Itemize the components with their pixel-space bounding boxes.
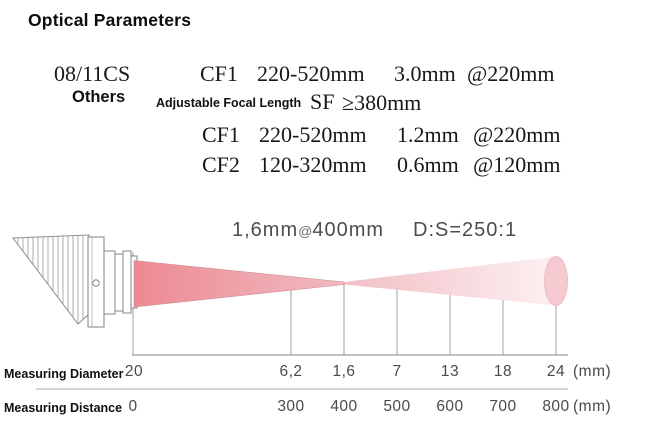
lens-code: CF1 (200, 61, 238, 86)
reference-distance: @220mm (473, 122, 561, 147)
spot-size: 3.0mm (394, 61, 456, 86)
diameter-value: 18 (493, 363, 513, 380)
distance-value: 800 (542, 398, 570, 415)
flange-screw-hole (92, 279, 100, 287)
lens-code: CF2 (202, 152, 240, 177)
barrel-ring-2 (114, 253, 124, 312)
diameter-unit: (mm) (573, 363, 612, 380)
distance-tick-lines (132, 252, 557, 355)
distance-value: 0 (128, 398, 138, 415)
diameter-value: 7 (392, 363, 402, 380)
model-label: Others (72, 88, 126, 106)
distance-unit: (mm) (573, 398, 612, 415)
focal-range: 220-520mm (259, 122, 367, 147)
focal-range: 220-520mm (257, 61, 365, 86)
reference-distance: @220mm (467, 61, 555, 86)
diameter-value: 20 (124, 363, 144, 380)
distance-value: 500 (383, 398, 411, 415)
spot-size: 0.6mm (397, 152, 459, 177)
barrel-ring-3 (122, 250, 132, 314)
lens-barrel (103, 250, 138, 315)
target-spot-ellipse (544, 256, 568, 306)
beam-cone-near (133, 260, 345, 308)
diameter-value: 1,6 (332, 363, 356, 380)
diameter-value: 13 (440, 363, 460, 380)
reference-distance: @120mm (473, 152, 561, 177)
focal-range: 120-320mm (259, 152, 367, 177)
focal-length-note: Adjustable Focal Length (156, 96, 302, 110)
spot-size: 1.2mm (397, 122, 459, 147)
beam-spot-size: 1,6mm (232, 219, 299, 241)
distance-value: 300 (277, 398, 305, 415)
page-title: Optical Parameters (28, 10, 192, 30)
lens-code: SF (310, 89, 335, 114)
diameter-value: 6,2 (279, 363, 303, 380)
beam-cone-far (344, 257, 551, 305)
ds-ratio: D:S=250:1 (413, 219, 518, 241)
model-label: 08/11CS (54, 61, 131, 86)
distance-value: 600 (436, 398, 464, 415)
beam-annotation: 1,6mm@400mm (232, 219, 384, 242)
measuring-distance-label: Measuring Distance (4, 401, 123, 415)
lens-code: CF1 (202, 122, 240, 147)
sensor-head-drawing (12, 234, 138, 328)
diameter-value: 24 (546, 363, 566, 380)
barrel-ring-1 (103, 250, 116, 315)
at-symbol: @ (298, 223, 313, 239)
beam-focus-distance: 400mm (312, 219, 385, 241)
distance-value: 700 (489, 398, 517, 415)
focal-range: ≥380mm (342, 90, 422, 115)
distance-value: 400 (330, 398, 358, 415)
measuring-diameter-label: Measuring Diameter (4, 367, 124, 381)
